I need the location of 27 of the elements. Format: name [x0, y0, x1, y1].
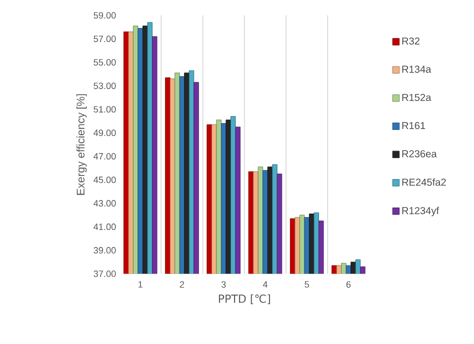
legend-label: R161 [402, 122, 426, 130]
legend-label: R152a [402, 94, 432, 102]
y-tick-label: 47.00 [94, 153, 116, 160]
y-tick-label: 55.00 [94, 59, 116, 66]
y-tick-label: 53.00 [94, 82, 116, 90]
x-tick-label: 6 [346, 281, 351, 288]
x-tick-label: 2 [180, 281, 184, 288]
x-axis-title: PPTD [℃] [218, 294, 270, 304]
x-tick-label: 5 [304, 281, 310, 288]
y-tick-label: 45.00 [94, 176, 116, 184]
y-tick-label: 37.00 [94, 270, 116, 278]
legend-label: R32 [402, 38, 420, 45]
legend-label: R236ea [402, 150, 437, 158]
y-tick-label: 41.00 [94, 224, 116, 230]
x-tick-label: 3 [221, 281, 226, 288]
legend-label: R1234yf [402, 206, 440, 216]
y-tick-label: 51.00 [94, 106, 116, 113]
legend-label: RE245fa2 [402, 178, 446, 186]
y-tick-label: 59.00 [94, 12, 116, 19]
x-tick-label: 1 [138, 281, 142, 288]
x-tick-label: 4 [262, 281, 268, 288]
y-tick-label: 49.00 [94, 130, 116, 136]
y-tick-label: 43.00 [94, 200, 116, 207]
legend-label: R134a [402, 66, 432, 73]
y-tick-label: 39.00 [94, 247, 116, 254]
y-tick-label: 57.00 [94, 36, 116, 42]
y-axis-title: Exergy efficiency [%] [76, 94, 87, 195]
